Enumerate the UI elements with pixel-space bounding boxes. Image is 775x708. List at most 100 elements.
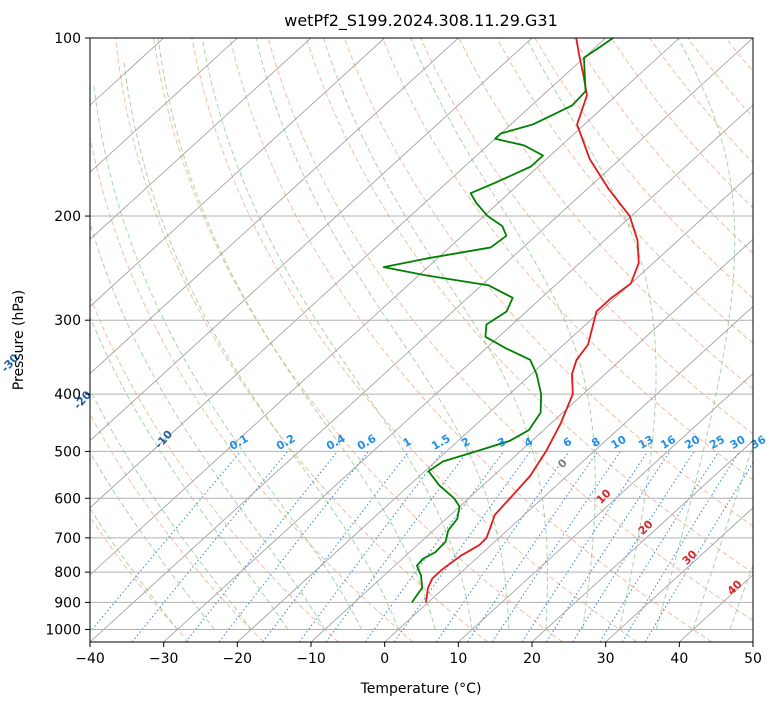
moist-adiabat-line: [157, 38, 436, 630]
temperature-line: [425, 38, 640, 603]
x-tick-label: −30: [149, 651, 179, 667]
isotherm-line: [90, 38, 238, 173]
mixing-ratio-label: 6: [561, 435, 574, 450]
moist-adiabat-line: [410, 38, 596, 630]
x-tick-label: −40: [75, 651, 105, 667]
mixing-ratio-line: [572, 451, 695, 642]
dry-adiabat-line: [305, 38, 753, 574]
series-lines: [382, 38, 640, 603]
mixing-ratio-line: [185, 451, 338, 642]
isotherm-line: [90, 38, 385, 307]
dry-adiabat-line: [229, 38, 713, 642]
mixing-ratio-label: 1: [401, 435, 414, 450]
moist-adiabat-line: [323, 38, 549, 630]
x-tick-label: −20: [223, 651, 253, 667]
mixing-ratio-label: 25: [707, 433, 727, 452]
moist-adiabat-line: [90, 388, 252, 630]
dry-adiabat-line: [725, 38, 753, 72]
mixing-ratio-label: 10: [609, 433, 629, 452]
mixing-ratio-label: 16: [658, 433, 678, 452]
x-tick-label: −10: [296, 651, 326, 667]
x-axis-ticks: −40 −30 −20 −10 0 10 20 30 40 50: [75, 642, 762, 667]
moist-adiabat-line: [90, 221, 326, 630]
isotherm-line: [384, 305, 753, 642]
x-tick-label: 30: [597, 651, 615, 667]
moist-adiabat-label: 30: [680, 547, 700, 567]
mixing-ratio-line: [545, 451, 671, 642]
mixing-ratio-line: [325, 451, 468, 642]
mixing-ratio-line: [298, 451, 444, 642]
x-axis-label: Temperature (°C): [360, 681, 482, 697]
isotherm-line: [752, 641, 753, 642]
moist-adiabat-line: [692, 444, 753, 630]
mixing-ratio-line: [262, 451, 410, 642]
moist-adiabat-line: [90, 315, 289, 630]
y-tick-label: 400: [54, 387, 81, 403]
isotherm-line: [90, 38, 459, 375]
y-axis-ticks: 100 200 300 400 500 600 700 800 900 1000: [45, 31, 90, 638]
isotherm-line: [310, 238, 753, 642]
dewpoint-line: [382, 38, 614, 603]
moist-adiabat-line: [255, 38, 510, 630]
dry-adiabat-line: [114, 38, 488, 642]
dry-adiabat-line: [90, 295, 339, 642]
y-tick-label: 100: [54, 31, 81, 47]
isotherm-line: [90, 38, 680, 576]
isotherm-line: [90, 38, 533, 442]
mixing-ratio-line: [521, 451, 649, 642]
dry-adiabat-line: [764, 38, 775, 642]
mixing-ratio-label: 2: [459, 435, 472, 450]
y-tick-label: 900: [54, 595, 81, 611]
isotherm-line: [605, 507, 753, 642]
moist-adiabat-line: [90, 451, 215, 630]
mixing-ratio-line: [131, 451, 288, 642]
dry-adiabat-line: [343, 38, 753, 527]
dry-adiabat-line: [534, 38, 753, 299]
dry-adiabat-line: [496, 38, 753, 344]
isotherm-line: [90, 38, 753, 642]
y-tick-label: 300: [54, 313, 81, 329]
dry-adiabat-line: [420, 38, 753, 435]
mixing-ratio-line: [436, 451, 570, 642]
isotherm-line: [237, 171, 753, 642]
y-tick-label: 1000: [45, 622, 81, 638]
mixing-ratio-line: [364, 451, 505, 642]
y-tick-label: 200: [54, 209, 81, 225]
isotherm-line: [90, 38, 312, 240]
mixing-ratio-line: [218, 451, 369, 642]
dry-adiabat-line: [90, 134, 414, 642]
moist-adiabat-line: [729, 563, 753, 630]
mixing-ratio-line: [621, 451, 740, 642]
moist-adiabat-line: [525, 38, 657, 630]
moist-adiabat-label: 10: [594, 486, 614, 506]
y-tick-label: 700: [54, 531, 81, 547]
mixing-ratio-label: 0.2: [274, 432, 297, 453]
y-axis-label: Pressure (hPa): [11, 290, 27, 390]
moist-adiabat-line: [655, 38, 736, 630]
isotherm-line: [458, 373, 753, 642]
chart-title: wetPf2_S199.2024.308.11.29.G31: [284, 11, 558, 31]
x-tick-label: 20: [523, 651, 541, 667]
x-tick-label: 10: [449, 651, 467, 667]
mixing-ratio-label: 20: [683, 433, 703, 452]
dry-adiabat-line: [90, 515, 190, 642]
dry-adiabat-line: [90, 412, 264, 642]
mixing-ratio-label: 0.4: [324, 432, 348, 453]
dry-adiabat-line: [687, 38, 753, 118]
dry-adiabat-line: [191, 38, 638, 642]
moist-adiabat-label: 0: [555, 456, 570, 471]
isotherm-line: [163, 104, 753, 642]
dry-adiabat-line: [649, 38, 753, 164]
dry-adiabat-line: [153, 38, 563, 642]
mixing-ratio-label: 30: [728, 433, 748, 452]
mixing-ratio-line: [467, 451, 599, 642]
background-lines: [90, 38, 775, 642]
x-tick-label: 50: [744, 651, 762, 667]
dry-adiabat-line: [267, 38, 753, 622]
mixing-ratio-label: 36: [748, 433, 768, 452]
x-tick-label: 0: [380, 651, 389, 667]
mixing-ratio-label: 8: [589, 435, 602, 450]
dry-adiabat-line: [572, 38, 753, 254]
y-tick-label: 800: [54, 565, 81, 581]
